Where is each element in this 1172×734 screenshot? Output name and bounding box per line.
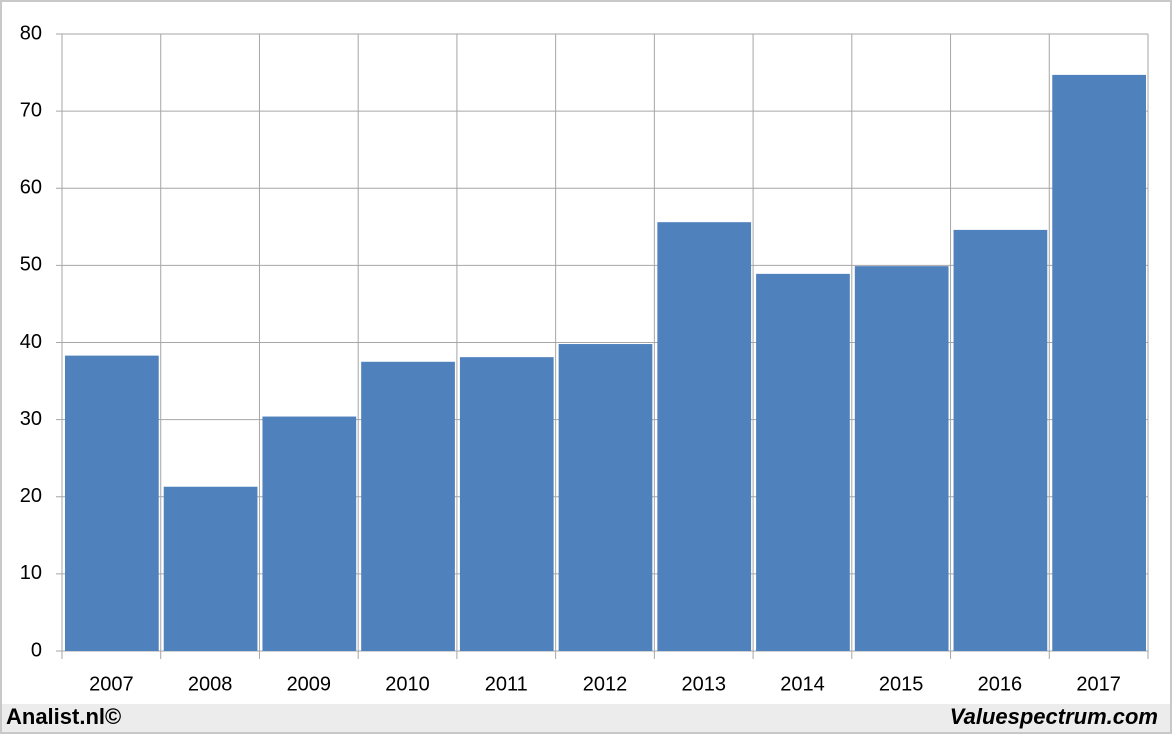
bar	[262, 416, 357, 651]
footer-right: Valuespectrum.com	[950, 704, 1158, 729]
y-tick-label: 60	[20, 177, 42, 199]
footer-bar	[2, 704, 1170, 732]
x-tick-label: 2008	[188, 673, 233, 695]
y-tick-label: 50	[20, 254, 42, 276]
x-tick-label: 2012	[583, 673, 628, 695]
x-tick-label: 2011	[485, 673, 528, 695]
y-tick-label: 30	[20, 408, 42, 430]
x-tick-label: 2009	[287, 673, 332, 695]
x-tick-label: 2007	[89, 673, 134, 695]
y-tick-label: 20	[20, 485, 42, 507]
y-tick-label: 40	[20, 331, 42, 353]
x-tick-label: 2015	[879, 673, 924, 695]
x-tick-label: 2013	[681, 673, 726, 695]
bar	[558, 344, 653, 651]
bar	[163, 486, 258, 651]
x-tick-label: 2016	[978, 673, 1023, 695]
x-tick-label: 2017	[1076, 673, 1121, 695]
y-tick-label: 10	[20, 562, 42, 584]
bar	[657, 222, 752, 651]
footer-left: Analist.nl©	[6, 704, 121, 729]
y-tick-label: 0	[31, 639, 42, 661]
bar	[361, 361, 455, 651]
x-tick-label: 2010	[385, 673, 430, 695]
bar	[756, 273, 850, 651]
bar	[854, 266, 949, 651]
bar	[953, 229, 1048, 651]
bar	[459, 357, 554, 651]
y-tick-label: 80	[20, 22, 42, 44]
bar	[1052, 74, 1146, 652]
x-tick-label: 2014	[780, 673, 825, 695]
bar	[65, 355, 159, 651]
y-tick-label: 70	[20, 99, 42, 121]
